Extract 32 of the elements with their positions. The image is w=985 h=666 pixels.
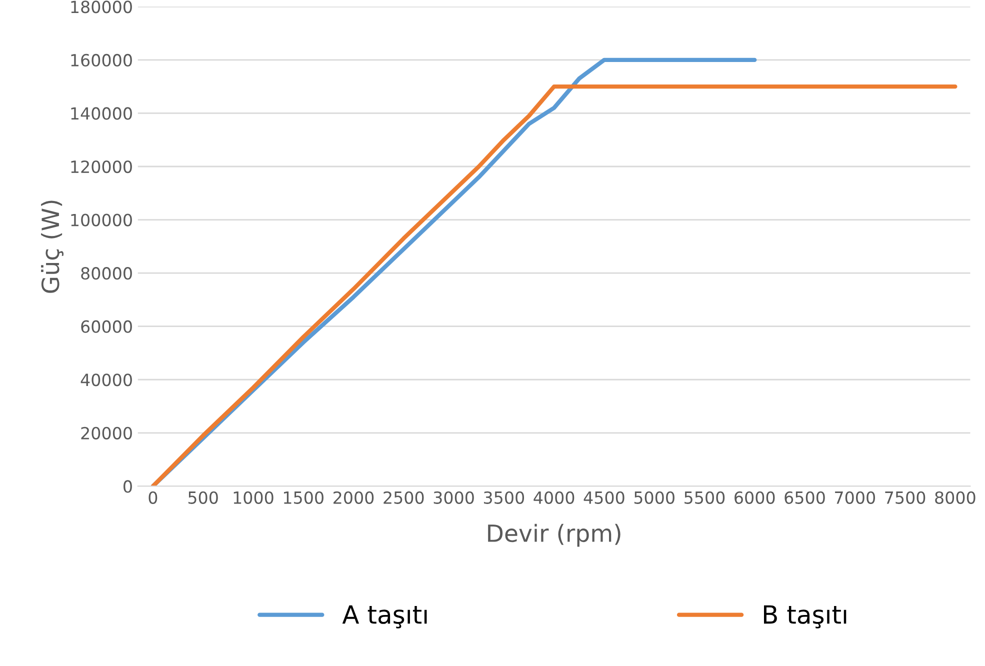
x-tick-label: 3000 [434, 491, 474, 504]
x-tick-label: 2000 [334, 491, 374, 504]
legend-label: B taşıtı [764, 605, 846, 628]
y-axis-title: Güç (W) [41, 200, 64, 293]
x-tick-label: 1000 [234, 491, 274, 504]
y-tick-label: 60000 [81, 320, 132, 333]
x-tick-label: 6000 [734, 491, 775, 504]
y-tick-label: 120000 [71, 160, 132, 174]
x-tick-label: 6500 [784, 491, 825, 504]
x-tick-label: 500 [188, 491, 218, 504]
y-tick-label: 140000 [71, 107, 132, 120]
x-tick-label: 0 [148, 491, 158, 504]
x-tick-label: 4500 [584, 491, 624, 504]
y-tick-label: 180000 [71, 0, 132, 14]
line-series [150, 84, 958, 486]
y-tick-label: 20000 [81, 426, 132, 440]
y-tick-label: 100000 [71, 214, 132, 226]
y-tick-label: 160000 [71, 54, 132, 67]
x-axis-title: Devir (rpm) [488, 524, 620, 547]
legend-label: A taşıtı [342, 605, 427, 628]
x-tick-label: 5000 [634, 491, 674, 504]
x-tick-label: 7500 [885, 491, 926, 504]
y-tick-label: 40000 [80, 374, 132, 386]
x-tick-label: 3500 [484, 491, 524, 504]
x-tick-label: 8000 [935, 491, 976, 504]
x-tick-label: 2500 [384, 491, 424, 504]
x-tick-label: 5500 [684, 491, 725, 504]
x-tick-label: 7000 [835, 491, 876, 504]
y-tick-label: 80000 [81, 267, 132, 280]
y-tick-label: 0 [124, 480, 132, 493]
x-tick-label: 4000 [534, 491, 574, 504]
x-tick-label: 1500 [284, 491, 324, 504]
